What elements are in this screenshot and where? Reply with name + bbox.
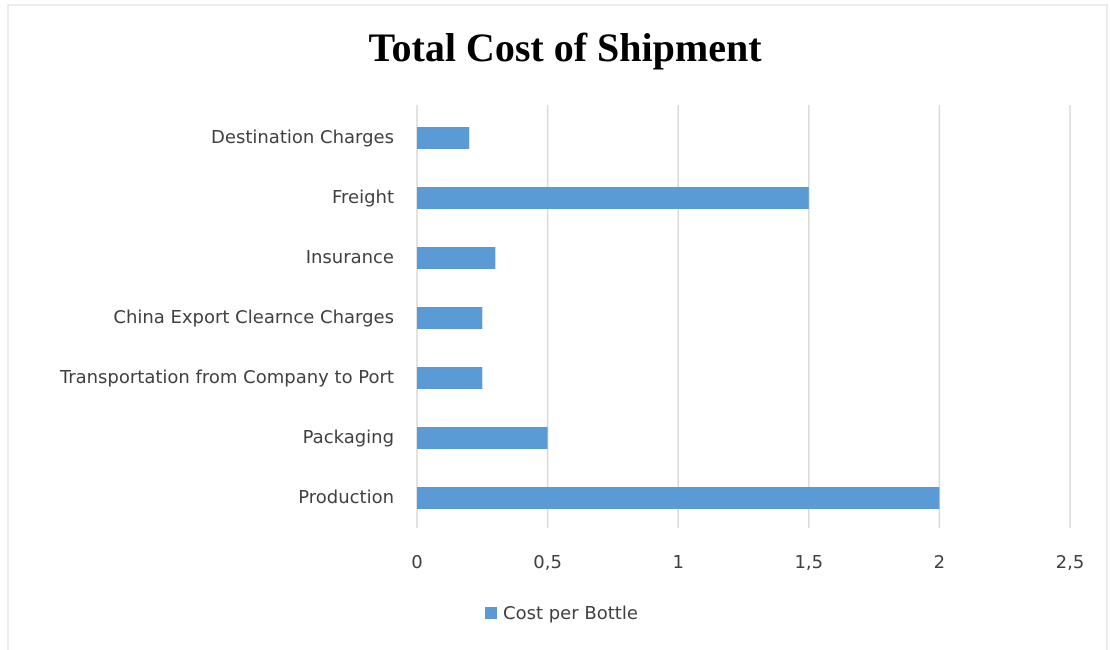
x-tick-label: 1,5 (794, 552, 823, 573)
bar (417, 247, 496, 269)
y-tick-label: Freight (332, 187, 394, 208)
bar (417, 187, 809, 209)
x-tick-label: 2 (934, 552, 945, 573)
y-tick-label: Transportation from Company to Port (59, 367, 394, 388)
chart-border (7, 4, 1108, 650)
x-tick-label: 2,5 (1056, 552, 1085, 573)
x-tick-label: 0 (411, 552, 422, 573)
y-tick-label: Insurance (306, 247, 394, 268)
legend-label: Cost per Bottle (503, 603, 638, 624)
x-tick-label: 1 (672, 552, 683, 573)
y-tick-label: Destination Charges (211, 127, 394, 148)
y-tick-label: Packaging (303, 427, 394, 448)
bar (417, 307, 483, 329)
y-tick-label: China Export Clearnce Charges (113, 307, 394, 328)
x-tick-label: 0,5 (533, 552, 562, 573)
chart-title: Total Cost of Shipment (368, 25, 762, 70)
bar (417, 487, 940, 509)
bar (417, 127, 470, 149)
y-tick-label: Production (298, 487, 394, 508)
bar (417, 427, 548, 449)
legend-swatch (485, 607, 497, 619)
bar (417, 367, 483, 389)
